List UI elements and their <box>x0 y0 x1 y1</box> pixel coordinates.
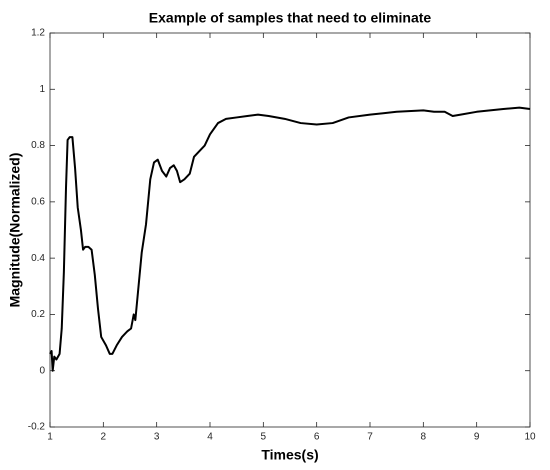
y-tick-label: -0.2 <box>28 422 46 433</box>
data-line <box>49 106 531 372</box>
x-tick-label: 4 <box>207 432 213 443</box>
plot-frame <box>49 32 531 428</box>
x-tick-label: 6 <box>314 432 320 443</box>
y-tick-label: 0.4 <box>31 253 45 264</box>
x-tick-label: 3 <box>154 432 160 443</box>
x-axis-label: Times(s) <box>261 447 318 463</box>
y-tick-label: 0.6 <box>31 196 45 207</box>
x-tick-label: 7 <box>367 432 373 443</box>
y-tick-label: 1 <box>39 84 45 95</box>
x-tick-label: 5 <box>261 432 267 443</box>
y-tick-label: 0 <box>39 365 45 376</box>
y-tick-label: 1.2 <box>31 28 45 39</box>
x-tick-label: 9 <box>474 432 480 443</box>
x-tick-label: 2 <box>101 432 107 443</box>
y-axis-label: Magnitude(Normalized) <box>7 153 23 308</box>
chart-title: Example of samples that need to eliminat… <box>149 10 432 26</box>
y-tick-label: 0.8 <box>31 140 45 151</box>
x-tick-label: 1 <box>47 432 53 443</box>
y-tick-label: 0.2 <box>31 309 45 320</box>
x-tick-label: 8 <box>421 432 427 443</box>
x-tick-label: 10 <box>524 432 536 443</box>
